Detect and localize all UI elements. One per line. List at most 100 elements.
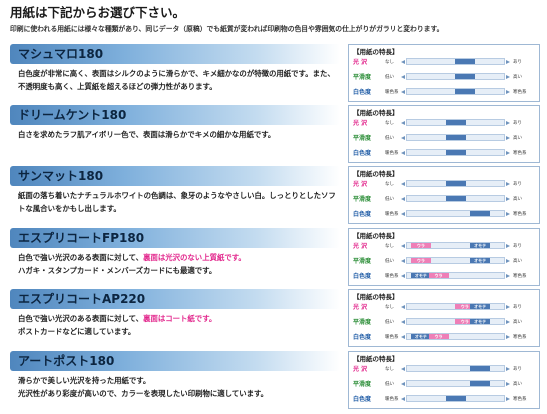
features-card: 【用紙の特長】光 沢なし ウラ オモテ あり 平滑度 低い ウラ オモテ 高い 白色度 暖色系 オモテ…: [348, 289, 540, 347]
feature-marker: [454, 74, 475, 79]
feature-marker: [445, 181, 466, 186]
arrow-left-icon: [401, 60, 405, 64]
feature-label-white: 白色度: [353, 334, 372, 341]
paper-section: マシュマロ180 白色度が非常に高く、表面はシルクのように滑らかで、キメ細かなのが…: [10, 44, 540, 104]
arrow-left-icon: [401, 212, 405, 216]
arrow-right-icon: [506, 259, 510, 263]
paper-description: 紙面の落ち着いたナチュラルホワイトの色調は、象牙のようなやさしい白。しっとりとし…: [18, 189, 338, 215]
feature-row-gloss: 光 沢 なし あり: [349, 364, 539, 375]
feature-label-white: 白色度: [353, 396, 372, 403]
feature-scale-track: [406, 180, 505, 187]
feature-low-label: 暖色系: [385, 335, 399, 340]
feature-label-gloss: 光 沢: [353, 59, 368, 66]
feature-low-label: なし: [385, 182, 394, 187]
feature-scale-track: [406, 134, 505, 141]
feature-scale-track: [406, 380, 505, 387]
marker-label: ウラ: [416, 243, 425, 248]
feature-row-gloss: 光 沢 なし あり: [349, 179, 539, 190]
feature-high-label: あり: [513, 244, 522, 249]
marker-label: オモテ: [474, 258, 487, 263]
feature-scale-track: [406, 195, 505, 202]
paper-name-bar: ドリームケント180: [10, 105, 340, 125]
feature-high-label: 寒色系: [513, 151, 527, 156]
feature-label-gloss: 光 沢: [353, 304, 368, 311]
feature-high-label: 寒色系: [513, 335, 527, 340]
feature-marker: ウラ: [410, 243, 431, 248]
feature-low-label: 低い: [385, 259, 394, 264]
feature-label-smooth: 平滑度: [353, 74, 372, 81]
feature-label-white: 白色度: [353, 211, 372, 218]
feature-scale-track: [406, 88, 505, 95]
feature-label-smooth: 平滑度: [353, 319, 372, 326]
features-title: 【用紙の特長】: [353, 355, 399, 363]
feature-high-label: 寒色系: [513, 397, 527, 402]
features-title: 【用紙の特長】: [353, 170, 399, 178]
feature-row-white: 白色度 暖色系 寒色系: [349, 394, 539, 405]
feature-marker: オモテ: [410, 334, 431, 339]
paper-description: 白色で強い光沢のある表面に対して、裏面は光沢のない上質紙です。 ハガキ・スタンプカ…: [18, 251, 338, 277]
paper-description: 白色度が非常に高く、表面はシルクのように滑らかで、キメ細かなのが特徴の用紙です。…: [18, 67, 338, 93]
arrow-right-icon: [506, 121, 510, 125]
feature-high-label: 高い: [513, 136, 522, 141]
arrow-right-icon: [506, 151, 510, 155]
feature-marker: [445, 396, 466, 401]
paper-info: サンマット180 紙面の落ち着いたナチュラルホワイトの色調は、象牙のようなやさしい…: [10, 166, 340, 226]
marker-label: ウラ: [434, 334, 443, 339]
arrow-left-icon: [401, 367, 405, 371]
paper-name-bar: マシュマロ180: [10, 44, 340, 64]
paper-description: 滑らかで美しい光沢を持った用紙です。 光沢性があり彩度が高いので、カラーを表現した…: [18, 374, 338, 400]
paper-info: ドリームケント180 白さを求めたラフ肌アイボリー色で、表面は滑らかでキメの細かな…: [10, 105, 340, 165]
features-title: 【用紙の特長】: [353, 109, 399, 117]
arrow-left-icon: [401, 90, 405, 94]
feature-low-label: 暖色系: [385, 90, 399, 95]
description-text: 白色で強い光沢のある表面に対して、: [18, 314, 144, 323]
feature-row-smooth: 平滑度 低い ウラ オモテ 高い: [349, 317, 539, 328]
feature-label-gloss: 光 沢: [353, 243, 368, 250]
paper-info: エスプリコートFP180 白色で強い光沢のある表面に対して、裏面は光沢のない上質紙…: [10, 228, 340, 288]
feature-row-smooth: 平滑度 低い 高い: [349, 379, 539, 390]
marker-label: ウラ: [434, 273, 443, 278]
feature-high-label: あり: [513, 60, 522, 65]
marker-label: ウラ: [460, 319, 469, 324]
feature-label-gloss: 光 沢: [353, 181, 368, 188]
features-title: 【用紙の特長】: [353, 232, 399, 240]
feature-marker: [454, 89, 475, 94]
paper-name: ドリームケント180: [18, 108, 127, 122]
description-text: 白色で強い光沢のある表面に対して、: [18, 253, 144, 262]
feature-scale-track: [406, 58, 505, 65]
feature-label-white: 白色度: [353, 150, 372, 157]
feature-row-white: 白色度 暖色系 オモテ ウラ 寒色系: [349, 271, 539, 282]
features-card: 【用紙の特長】光 沢 なし あり 平滑度 低い 高い 白色度 暖色系 寒色系: [348, 44, 540, 102]
feature-high-label: あり: [513, 182, 522, 187]
feature-row-smooth: 平滑度 低い 高い: [349, 133, 539, 144]
marker-label: オモテ: [414, 334, 427, 339]
feature-label-white: 白色度: [353, 89, 372, 96]
feature-marker: ウラ: [428, 273, 449, 278]
arrow-left-icon: [401, 320, 405, 324]
feature-scale-track: [406, 119, 505, 126]
description-text: 白色度が非常に高く、表面はシルクのように滑らかで、キメ細かなのが特徴の用紙です。…: [18, 69, 335, 91]
feature-marker: オモテ: [410, 273, 431, 278]
description-text: ポストカードなどに適しています。: [18, 327, 136, 336]
paper-info: アートポスト180 滑らかで美しい光沢を持った用紙です。 光沢性があり彩度が高いので…: [10, 351, 340, 411]
features-title: 【用紙の特長】: [353, 293, 399, 301]
feature-marker: オモテ: [470, 243, 491, 248]
feature-row-gloss: 光 沢 なし ウラ オモテ あり: [349, 241, 539, 252]
feature-marker: [445, 196, 466, 201]
feature-high-label: 高い: [513, 259, 522, 264]
feature-low-label: 暖色系: [385, 274, 399, 279]
feature-marker: [470, 381, 491, 386]
description-text: 光沢性があり彩度が高いので、カラーを表現したい印刷物に適しています。: [18, 389, 269, 398]
feature-high-label: 寒色系: [513, 274, 527, 279]
paper-name-bar: エスプリコートFP180: [10, 228, 340, 248]
paper-section: ドリームケント180 白さを求めたラフ肌アイボリー色で、表面は滑らかでキメの細かな…: [10, 105, 540, 165]
feature-low-label: なし: [385, 244, 394, 249]
feature-low-label: 暖色系: [385, 212, 399, 217]
marker-label: オモテ: [474, 304, 487, 309]
arrow-right-icon: [506, 182, 510, 186]
arrow-left-icon: [401, 382, 405, 386]
paper-name-bar: エスプリコートAP220: [10, 289, 340, 309]
feature-label-smooth: 平滑度: [353, 135, 372, 142]
page-title: 用紙は下記からお選び下さい。: [10, 5, 186, 20]
feature-row-smooth: 平滑度 低い ウラ オモテ 高い: [349, 256, 539, 267]
